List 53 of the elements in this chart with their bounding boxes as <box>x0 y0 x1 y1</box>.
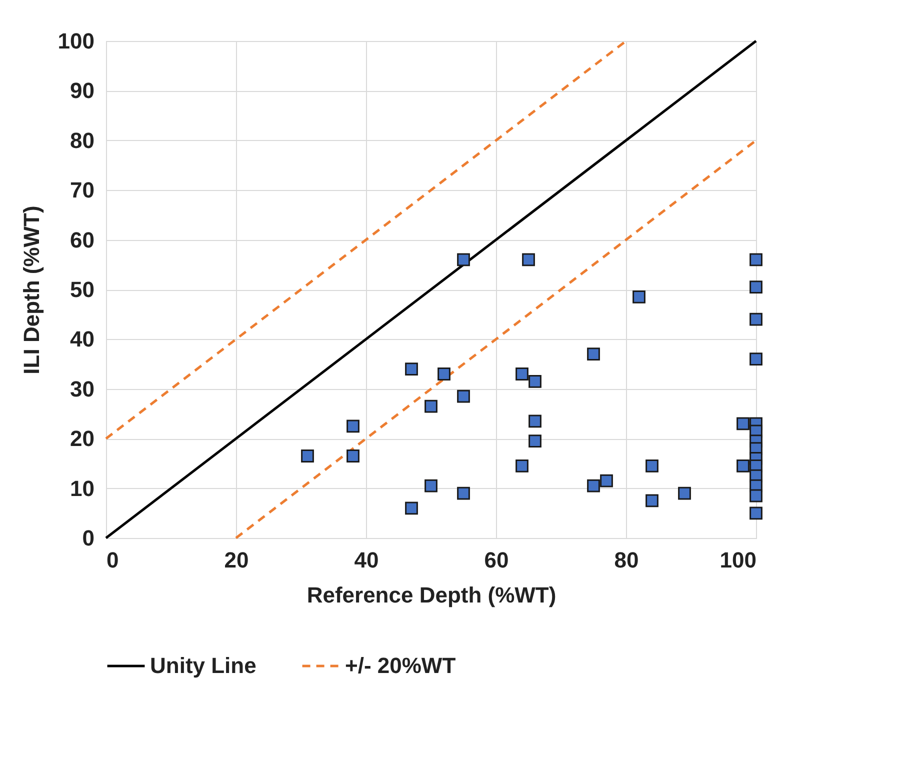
x-tick-label: 80 <box>614 548 639 572</box>
y-tick-label: 90 <box>70 78 94 104</box>
point <box>632 290 646 304</box>
y-tick-label: 40 <box>70 326 94 352</box>
x-tick-label: 60 <box>484 548 509 572</box>
y-tick-label: 20 <box>70 426 94 452</box>
x-tick-label: 100 <box>720 548 756 572</box>
point <box>736 459 750 472</box>
point <box>528 414 542 428</box>
point <box>405 502 418 515</box>
point <box>301 450 314 462</box>
point <box>457 486 470 500</box>
x-axis-title: Reference Depth (%WT) <box>306 582 556 608</box>
point <box>516 459 528 472</box>
y-tick-label: 60 <box>70 227 94 252</box>
point <box>528 374 542 388</box>
x-tick-label: 0 <box>106 548 119 572</box>
point <box>516 368 528 380</box>
point <box>646 459 658 472</box>
y-tick-label: 70 <box>70 178 94 203</box>
point <box>646 494 658 508</box>
y-tick-label: 30 <box>70 376 94 402</box>
point <box>750 489 762 502</box>
point <box>678 486 691 500</box>
point <box>750 506 762 520</box>
point <box>600 474 613 488</box>
y-axis-title: ILI Depth (%WT) <box>18 206 44 374</box>
point <box>750 352 762 366</box>
point <box>750 312 762 326</box>
point <box>750 280 762 294</box>
point <box>346 420 360 433</box>
point <box>587 479 600 492</box>
y-tick-label: 80 <box>70 128 94 153</box>
x-tick-label: 40 <box>354 548 379 572</box>
point <box>346 450 360 462</box>
point <box>457 253 470 266</box>
point <box>522 253 535 266</box>
y-tick-label: 0 <box>82 526 94 550</box>
point <box>405 362 418 376</box>
point <box>750 253 762 266</box>
legend-label: Unity Line <box>150 653 256 678</box>
legend-label: +/- 20%WT <box>345 653 456 678</box>
point <box>587 348 600 361</box>
y-tick-label: 10 <box>70 476 94 501</box>
point <box>528 434 542 448</box>
point <box>424 400 438 413</box>
y-tick-label: 100 <box>58 28 94 54</box>
point <box>457 390 470 403</box>
point <box>424 479 438 492</box>
x-tick-label: 20 <box>224 548 249 572</box>
y-tick-label: 50 <box>70 277 94 302</box>
point <box>736 417 750 430</box>
point <box>438 368 450 380</box>
